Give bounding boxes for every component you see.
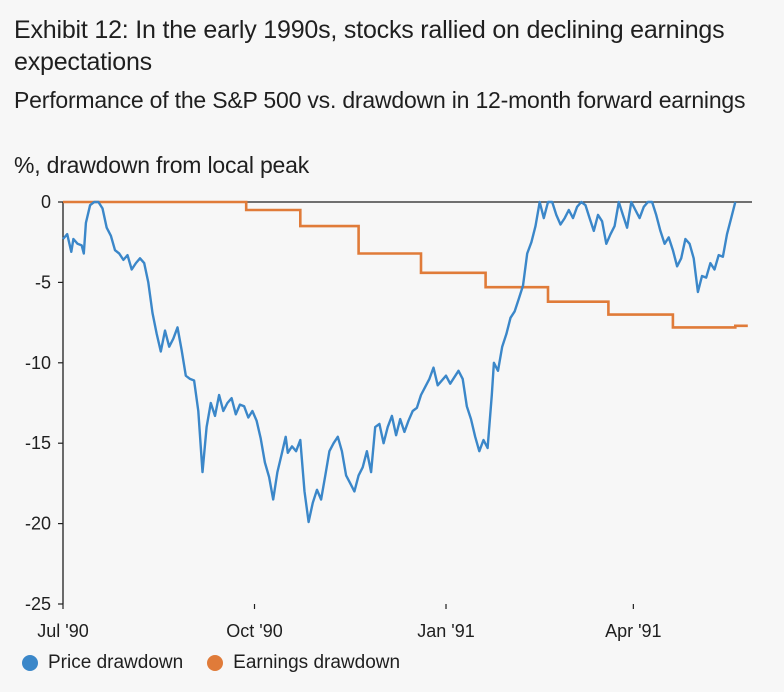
y-tick-label: 0 — [41, 192, 51, 212]
legend: Price drawdown Earnings drawdown — [22, 652, 424, 674]
legend-label-price: Price drawdown — [48, 652, 184, 673]
legend-item-earnings: Earnings drawdown — [207, 652, 400, 674]
y-tick-label: -20 — [25, 514, 51, 534]
y-axis-unit-label: %, drawdown from local peak — [14, 152, 310, 178]
x-tick-label: Jan '91 — [417, 621, 474, 641]
legend-item-price: Price drawdown — [22, 652, 183, 674]
series-line-earnings-drawdown — [63, 200, 748, 329]
y-tick-label: -5 — [35, 272, 51, 292]
legend-label-earnings: Earnings drawdown — [233, 652, 401, 673]
chart-subtitle: Performance of the S&P 500 vs. drawdown … — [14, 87, 746, 113]
y-tick-label: -15 — [25, 433, 51, 453]
chart-title: Exhibit 12: In the early 1990s, stocks r… — [14, 16, 725, 76]
x-tick-label: Oct '90 — [226, 621, 282, 641]
x-tick-label: Jul '90 — [37, 621, 88, 641]
series-line-price-drawdown — [62, 200, 737, 524]
legend-swatch-price — [22, 655, 38, 671]
y-tick-label: -10 — [25, 353, 51, 373]
legend-swatch-earnings — [207, 655, 224, 671]
y-tick-label: -25 — [25, 594, 51, 614]
x-tick-label: Apr '91 — [605, 621, 661, 641]
